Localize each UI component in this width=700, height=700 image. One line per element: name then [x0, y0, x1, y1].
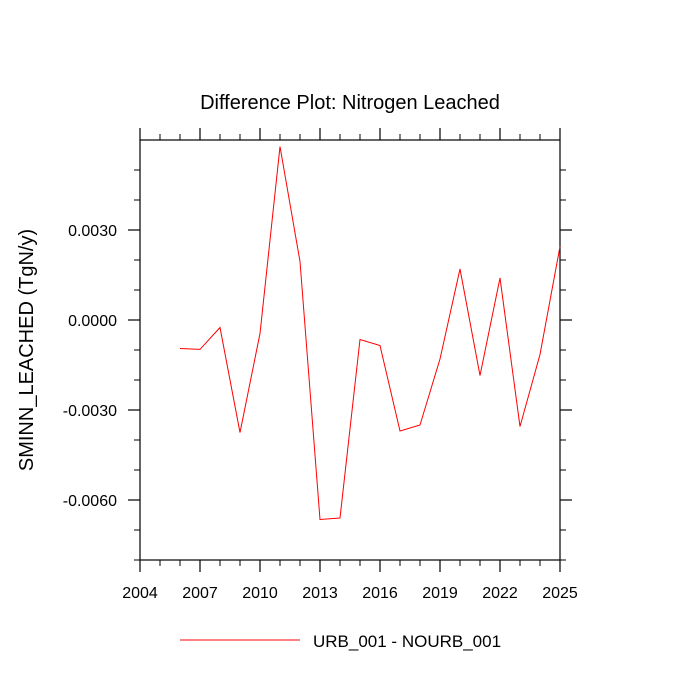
x-tick-label: 2010 — [242, 585, 278, 602]
y-tick-label: -0.0030 — [63, 403, 117, 420]
y-axis-label: SMINN_LEACHED (TgN/y) — [16, 229, 38, 471]
x-tick-label: 2025 — [542, 585, 578, 602]
data-point — [480, 375, 481, 376]
x-tick-label: 2016 — [362, 585, 398, 602]
data-point — [440, 359, 441, 360]
chart-title: Difference Plot: Nitrogen Leached — [200, 92, 500, 114]
data-point — [400, 431, 401, 432]
data-point — [460, 269, 461, 270]
series-line — [179, 146, 561, 521]
x-tick-label: 2022 — [482, 585, 518, 602]
legend: URB_001 - NOURB_001 — [180, 632, 501, 651]
data-point — [220, 327, 221, 328]
x-tick-label: 2013 — [302, 585, 338, 602]
y-tick-label: 0.0000 — [68, 313, 117, 330]
data-point — [500, 278, 501, 279]
plot-frame — [139, 139, 561, 561]
legend-label: URB_001 - NOURB_001 — [313, 632, 501, 651]
data-point — [340, 518, 341, 519]
y-tick-label: -0.0060 — [63, 493, 117, 510]
data-point — [380, 345, 381, 346]
y-axis-ticks: 0.0030 0.0000 -0.0030 -0.0060 — [63, 169, 572, 561]
data-point — [180, 348, 181, 349]
x-tick-label: 2004 — [122, 585, 158, 602]
data-point — [200, 349, 201, 350]
x-tick-label: 2019 — [422, 585, 458, 602]
data-point — [540, 354, 541, 355]
series-group — [179, 146, 561, 521]
data-point — [420, 425, 421, 426]
x-axis-ticks: 2004 2007 2010 2013 2016 2019 2022 2025 — [122, 128, 578, 602]
data-point — [280, 146, 281, 147]
data-point — [260, 333, 261, 334]
x-tick-label: 2007 — [182, 585, 218, 602]
data-point — [560, 246, 561, 247]
data-point — [300, 261, 301, 262]
data-point — [240, 432, 241, 433]
y-tick-label: 0.0030 — [68, 223, 117, 240]
data-point — [520, 426, 521, 427]
data-point — [360, 339, 361, 340]
data-point — [320, 519, 321, 520]
